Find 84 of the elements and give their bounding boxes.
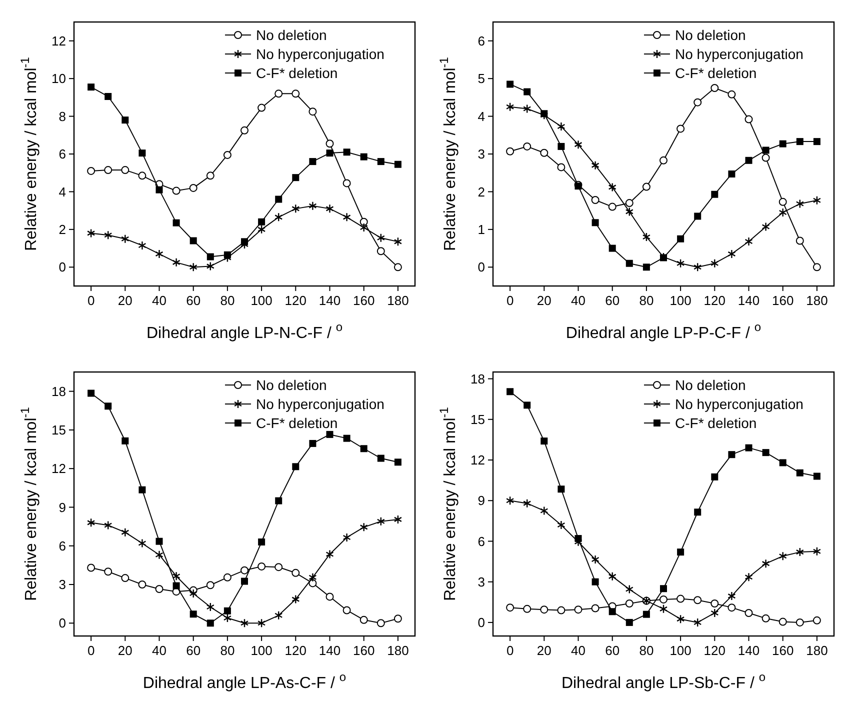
x-tick-label: 180 [387, 293, 409, 308]
x-tick-label: 40 [571, 643, 586, 658]
x-tick-label: 180 [806, 643, 828, 658]
y-tick-label: 15 [470, 412, 485, 427]
y-tick-label: 3 [58, 577, 66, 592]
x-tick-label: 160 [353, 293, 375, 308]
x-tick-label: 140 [318, 643, 341, 658]
x-tick-label: 140 [318, 293, 341, 308]
x-tick-label: 120 [704, 643, 726, 658]
y-tick-label: 4 [478, 108, 485, 124]
legend-label: No hyperconjugation [675, 46, 804, 62]
y-tick-label: 4 [58, 184, 66, 200]
y-tick-label: 3 [478, 146, 485, 162]
x-tick-label: 60 [605, 643, 620, 658]
legend-label: C-F* deletion [675, 64, 757, 81]
x-tick-label: 100 [670, 293, 692, 308]
x-tick-label: 120 [284, 643, 306, 658]
y-tick-label: 8 [58, 108, 66, 124]
legend-label: No hyperconjugation [256, 46, 384, 62]
y-tick-label: 9 [58, 500, 66, 515]
x-tick-label: 100 [250, 643, 272, 658]
legend-label: No hyperconjugation [675, 396, 804, 412]
y-tick-label: 0 [478, 615, 485, 630]
y-tick-label: 6 [478, 33, 485, 48]
y-tick-label: 2 [478, 184, 485, 200]
x-tick-label: 140 [738, 293, 760, 308]
x-tick-label: 20 [118, 643, 132, 658]
y-tick-label: 6 [58, 538, 66, 554]
y-tick-label: 1 [478, 222, 485, 237]
y-tick-label: 0 [58, 260, 66, 275]
y-tick-label: 12 [470, 452, 485, 468]
x-tick-label: 0 [506, 643, 514, 658]
y-tick-label: 0 [478, 260, 485, 275]
x-tick-label: 80 [639, 643, 654, 658]
y-tick-label: 6 [478, 534, 485, 549]
y-tick-label: 12 [52, 461, 66, 476]
y-tick-label: 2 [58, 222, 66, 237]
x-tick-label: 160 [353, 643, 375, 658]
x-axis-title: Dihedral angle LP-Sb-C-F / $^{o}$ [561, 670, 766, 692]
x-tick-label: 80 [639, 293, 654, 308]
x-tick-label: 100 [670, 643, 692, 658]
y-tick-label: 6 [58, 146, 66, 162]
x-tick-label: 20 [536, 293, 552, 308]
y-tick-label: 15 [52, 422, 66, 438]
x-tick-label: 60 [186, 293, 201, 308]
y-tick-label: 5 [478, 71, 485, 86]
x-tick-label: 180 [806, 293, 828, 308]
x-axis-title: Dihedral angle LP-N-C-F / $^{o}$ [146, 320, 343, 342]
x-tick-label: 0 [87, 293, 95, 308]
x-tick-label: 100 [250, 293, 272, 308]
legend-label: No deletion [256, 376, 327, 393]
x-tick-label: 80 [220, 293, 235, 308]
x-axis-title: Dihedral angle LP-P-C-F / $^{o}$ [566, 320, 762, 342]
x-tick-label: 160 [772, 643, 794, 658]
x-tick-label: 80 [220, 643, 235, 658]
legend-label: No deletion [675, 376, 746, 393]
x-tick-label: 120 [284, 293, 306, 308]
x-tick-label: 40 [152, 293, 166, 308]
x-axis-title: Dihedral angle LP-As-C-F / $^{o}$ [142, 670, 346, 692]
legend-label: No deletion [256, 26, 327, 43]
y-tick-label: 0 [58, 616, 66, 631]
x-tick-label: 120 [704, 293, 726, 308]
x-tick-label: 0 [87, 643, 95, 658]
y-tick-label: 18 [470, 371, 485, 386]
x-tick-label: 160 [772, 293, 794, 308]
x-tick-label: 0 [506, 293, 514, 308]
y-tick-label: 10 [52, 71, 66, 86]
x-tick-label: 40 [571, 293, 586, 308]
y-tick-label: 9 [478, 493, 485, 508]
legend-label: C-F* deletion [675, 414, 757, 431]
x-tick-label: 140 [738, 643, 760, 658]
x-tick-label: 20 [536, 643, 552, 658]
x-tick-label: 60 [186, 643, 201, 658]
legend-label: C-F* deletion [256, 414, 338, 431]
y-tick-label: 12 [52, 33, 66, 48]
legend-label: C-F* deletion [256, 64, 338, 81]
x-tick-label: 180 [387, 643, 409, 658]
y-tick-label: 18 [52, 384, 66, 399]
x-tick-label: 20 [118, 293, 132, 308]
legend-label: No deletion [675, 26, 746, 43]
x-tick-label: 40 [152, 643, 166, 658]
y-tick-label: 3 [478, 574, 485, 590]
x-tick-label: 60 [605, 293, 620, 308]
legend-label: No hyperconjugation [256, 396, 384, 412]
